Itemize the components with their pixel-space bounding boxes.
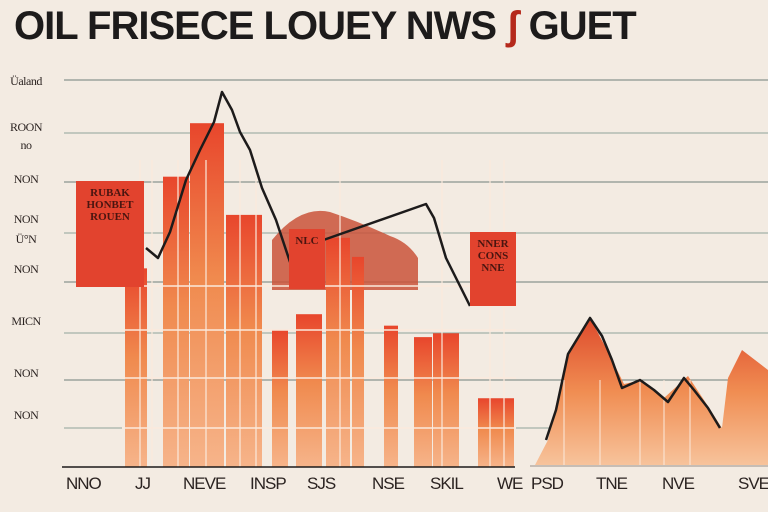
bar — [296, 314, 322, 467]
annotation-3-line-1: NNER — [477, 238, 509, 250]
title-accent: ʃ — [506, 4, 519, 48]
line-series — [145, 90, 472, 307]
bar — [414, 337, 432, 467]
y-tick-label: NON — [13, 172, 39, 186]
annotation-1-line-3: ROUEN — [90, 211, 130, 223]
x-tick-label: NNO — [66, 474, 102, 493]
x-tick-label: NSE — [372, 474, 405, 493]
y-tick-label: MICN — [11, 314, 41, 328]
bar — [433, 333, 459, 467]
bar — [125, 268, 147, 467]
y-tick-label: ROON — [9, 120, 43, 134]
bar — [272, 329, 288, 467]
bar — [478, 398, 514, 467]
bar — [326, 237, 350, 467]
annotation-box-1: RUBAK HONBET ROUEN — [76, 181, 144, 287]
annotation-box-2: NLC — [289, 229, 325, 289]
y-tick-label: NON — [13, 212, 39, 226]
line-series-right — [544, 316, 722, 441]
bar-series — [125, 123, 514, 467]
title-main: OIL FRISECE LOUEY NWS — [14, 4, 497, 48]
area-right — [535, 318, 768, 465]
annotation-1-line-1: RUBAK — [90, 187, 130, 199]
bar — [352, 256, 364, 467]
bar — [384, 325, 398, 467]
annotation-2-line-1: NLC — [295, 235, 319, 247]
y-tick-label: NON — [13, 262, 39, 276]
y-tick-label: NON — [13, 366, 39, 380]
annotation-3-line-2: CONS — [477, 250, 509, 262]
bar — [190, 123, 224, 467]
title-tail: GUET — [528, 4, 637, 48]
annotation-box-3: NNER CONS NNE — [470, 232, 516, 306]
x-tick-label: WE — [497, 474, 523, 493]
y-tick-label: NON — [13, 408, 39, 422]
chart-title: OIL FRISECE LOUEY NWS ʃ GUET — [14, 4, 637, 49]
x-tick-label: NVE — [662, 474, 695, 493]
x-tick-label: SJS — [307, 474, 336, 493]
x-tick-label: NEVE — [183, 474, 226, 493]
x-tick-label: TNE — [596, 474, 628, 493]
x-tick-label: SKIL — [430, 474, 464, 493]
y-tick-label: Üaland — [10, 74, 42, 88]
y-tick-label: no — [20, 138, 33, 152]
annotation-3-line-3: NNE — [481, 262, 505, 274]
y-tick-label: Ü°N — [15, 232, 37, 246]
x-tick-label: JJ — [135, 474, 151, 493]
annotation-1-line-2: HONBET — [86, 199, 134, 211]
bar — [163, 176, 189, 467]
x-tick-label: INSP — [250, 474, 287, 493]
x-tick-label: PSD — [531, 474, 564, 493]
x-tick-label: SVE — [738, 474, 768, 493]
